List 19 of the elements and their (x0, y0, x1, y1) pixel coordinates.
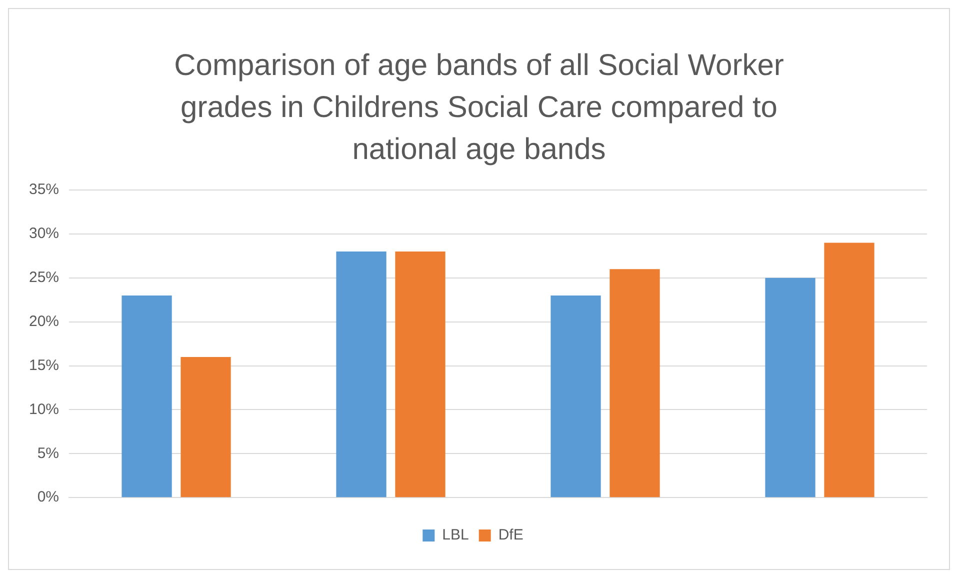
bar (336, 252, 386, 498)
bar (550, 295, 601, 498)
bar (122, 295, 172, 498)
bar (395, 252, 446, 498)
chart-title: Comparison of age bands of all Social Worker grades in Childrens Social Care compared to national age bands (173, 48, 785, 168)
y-tick-label: 15% (28, 356, 60, 374)
y-tick-label: 20% (28, 312, 60, 330)
y-tick-label: 30% (28, 225, 60, 242)
bar (180, 356, 231, 498)
y-tick-label: 35% (28, 181, 60, 198)
legend-label: LBL (442, 526, 469, 544)
y-tick-label: 5% (37, 444, 60, 462)
bar (765, 278, 816, 498)
bar (824, 242, 874, 498)
y-tick-label: 0% (37, 488, 60, 506)
bar (610, 269, 660, 498)
y-tick-label: 10% (28, 400, 60, 418)
y-tick-label: 25% (28, 269, 60, 286)
legend-label: DfE (498, 526, 524, 544)
